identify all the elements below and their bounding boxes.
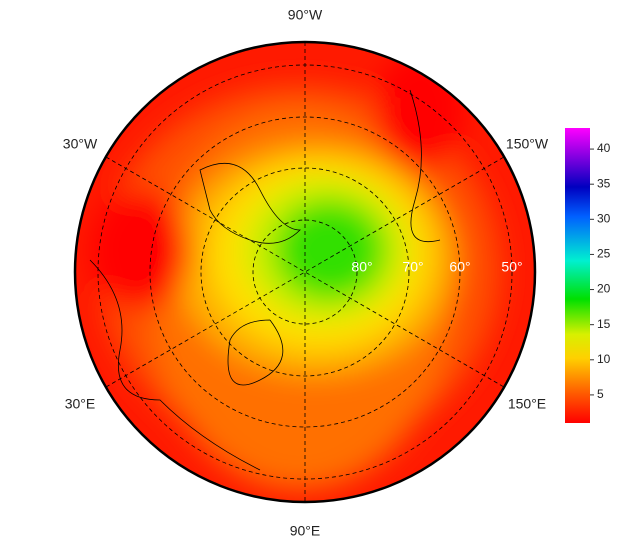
lon-label: 30°E	[65, 396, 96, 412]
colorbar-tick-label: 25	[597, 247, 611, 261]
lon-label: 150°W	[506, 136, 549, 152]
map-border	[73, 40, 537, 504]
colorbar-tick-label: 40	[597, 141, 611, 155]
lat-label: 80°	[351, 259, 372, 275]
lon-label: 150°E	[508, 396, 546, 412]
lon-label: 90°E	[290, 523, 321, 539]
colorbar	[565, 128, 590, 423]
lat-label: 70°	[402, 259, 423, 275]
colorbar-ticks: 5 10 15 20 25 30 35 40	[590, 141, 611, 401]
graticule	[97, 42, 513, 502]
coastline	[89, 89, 441, 471]
lon-label: 30°W	[63, 136, 98, 152]
lon-label: 90°W	[288, 7, 323, 23]
colorbar-tick-label: 35	[597, 176, 611, 190]
colorbar-tick-label: 30	[597, 211, 611, 225]
colorbar-tick-label: 15	[597, 317, 611, 331]
lat-label: 50°	[501, 259, 522, 275]
lat-label: 60°	[449, 259, 470, 275]
colorbar-tick-label: 20	[597, 282, 611, 296]
colorbar-tick-label: 10	[597, 352, 611, 366]
colorbar-tick-label: 5	[597, 387, 604, 401]
